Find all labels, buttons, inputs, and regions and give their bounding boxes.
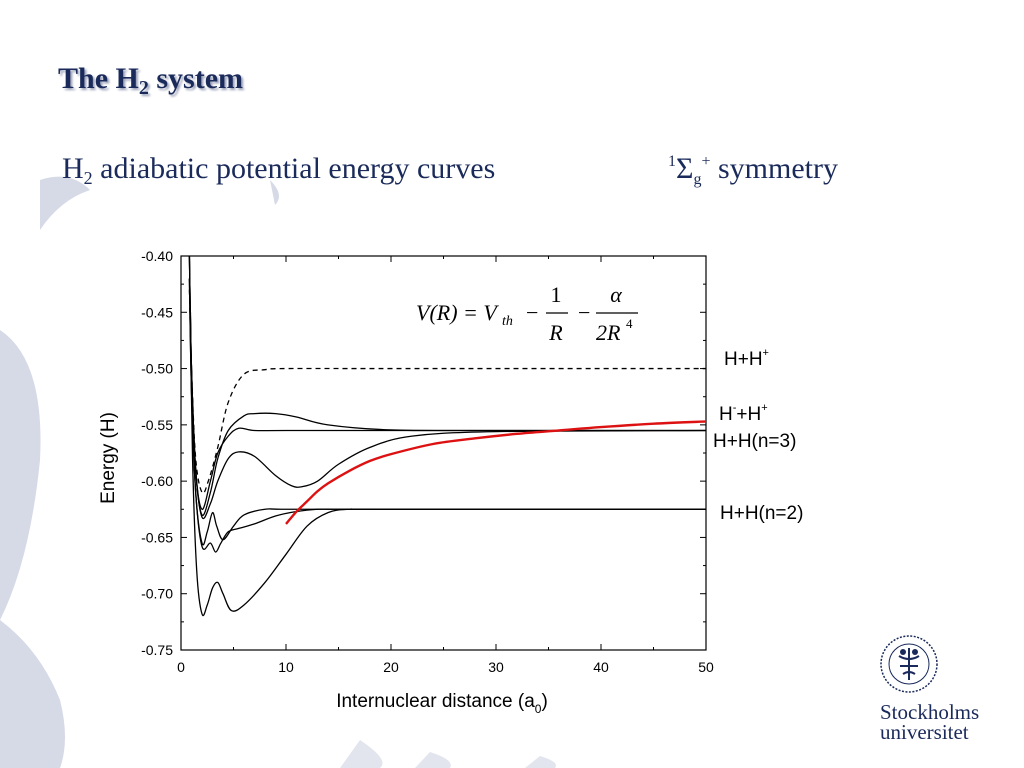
x-tick-label: 40 bbox=[593, 659, 609, 675]
subtitle-text: adiabatic potential energy curves bbox=[92, 152, 496, 185]
formula-term1-den: R bbox=[548, 320, 563, 345]
subtitle-h: H bbox=[62, 152, 84, 185]
title-text: The H bbox=[58, 62, 139, 95]
y-tick-label: -0.75 bbox=[141, 642, 173, 658]
y-tick-label: -0.45 bbox=[141, 304, 173, 320]
y-tick-label: -0.55 bbox=[141, 417, 173, 433]
formula-term2-den: 2R bbox=[596, 320, 621, 345]
x-tick-label: 0 bbox=[177, 659, 185, 675]
y-axis-label: Energy (H) bbox=[98, 412, 119, 504]
formula-term2-den-sup: 4 bbox=[626, 316, 633, 331]
svg-text:−: − bbox=[526, 300, 538, 325]
logo-name-line2: universitet bbox=[880, 720, 969, 744]
svg-text:−: − bbox=[578, 300, 590, 325]
series-line-6 bbox=[189, 312, 706, 617]
axes-layer bbox=[180, 255, 707, 651]
slide-subtitle: H2 adiabatic potential energy curves bbox=[62, 152, 495, 189]
x-tick-label: 50 bbox=[698, 659, 714, 675]
tick-label-layer: 0 10 20 30 40 50 -0.40 -0.45 -0.50 -0.55 -0.60 -0.6… bbox=[141, 248, 714, 675]
label-hminus-hplus: H-+H+ bbox=[719, 402, 768, 425]
label-n3: H+H(n=3) bbox=[713, 431, 797, 452]
series-line-3 bbox=[188, 256, 706, 520]
y-tick-label: -0.40 bbox=[141, 248, 173, 264]
x-tick-label: 20 bbox=[383, 659, 399, 675]
y-tick-label: -0.50 bbox=[141, 361, 173, 377]
y-tick-label: -0.60 bbox=[141, 473, 173, 489]
symmetry-g: g bbox=[693, 171, 702, 188]
symmetry-label: 1Σg+ symmetry bbox=[668, 152, 838, 189]
label-hh-plus: H+H+ bbox=[724, 347, 769, 370]
formula-term2-num: α bbox=[610, 282, 622, 307]
y-tick-label: -0.65 bbox=[141, 529, 173, 545]
symmetry-text: symmetry bbox=[710, 152, 838, 185]
symmetry-plus: + bbox=[701, 153, 711, 170]
x-tick-label: 30 bbox=[488, 659, 504, 675]
formula-lhs-sub: th bbox=[502, 314, 513, 329]
university-seal-logo bbox=[880, 635, 938, 693]
label-n2: H+H(n=2) bbox=[720, 503, 804, 524]
x-axis-label: Internuclear distance (a0) bbox=[336, 691, 548, 716]
y-tick-label: -0.70 bbox=[141, 586, 173, 602]
x-tick-label: 10 bbox=[278, 659, 294, 675]
title-tail: system bbox=[148, 62, 244, 95]
formula: V(R) = V th − 1 R − α 2R 4 bbox=[416, 280, 646, 356]
formula-lhs: V(R) = V bbox=[416, 300, 499, 325]
series-layer bbox=[188, 256, 706, 617]
series-line-7 bbox=[285, 420, 706, 525]
title-subscript: 2 bbox=[138, 77, 149, 99]
logo-name-line1: Stockholms bbox=[880, 700, 980, 724]
subtitle-subscript: 2 bbox=[83, 168, 93, 188]
symmetry-multiplicity: 1 bbox=[668, 153, 676, 170]
symmetry-sigma: Σ bbox=[676, 152, 694, 185]
slide-title: The H2 system bbox=[58, 62, 243, 100]
formula-term1-num: 1 bbox=[551, 282, 562, 307]
